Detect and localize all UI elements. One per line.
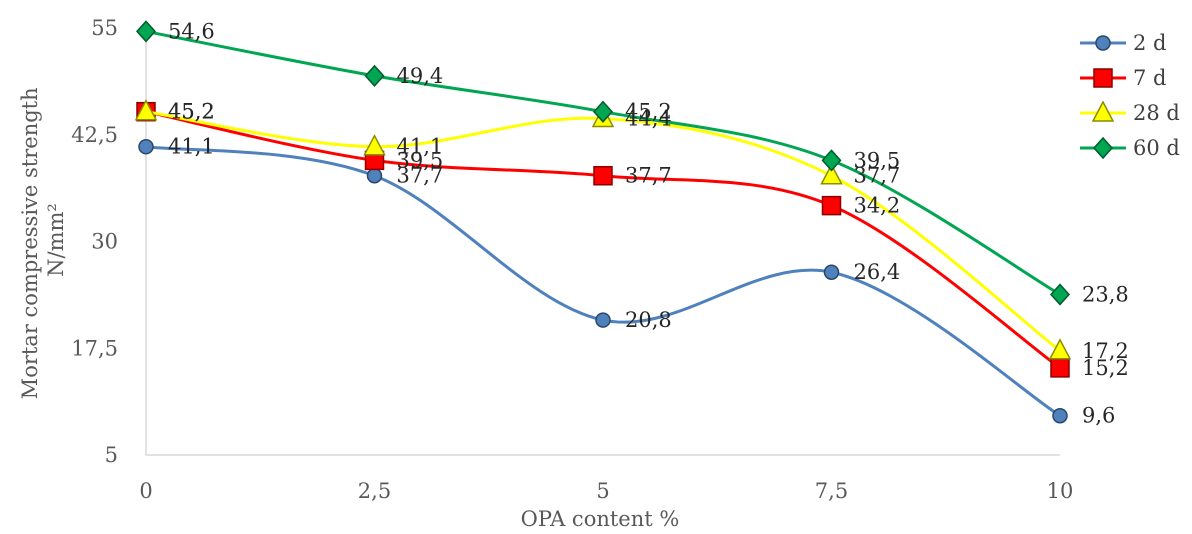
data-label: 37,7: [625, 164, 672, 188]
data-point-diamond: [1049, 283, 1071, 306]
y-axis-title: Mortar compressive strength N/mm²: [18, 81, 68, 400]
data-point-square: [1050, 358, 1070, 378]
y-tick-label: 5: [105, 443, 118, 467]
data-label: 54,6: [168, 19, 215, 43]
y-axis-title-line-1: Mortar compressive strength: [18, 87, 42, 399]
x-tick-label: 10: [1047, 479, 1074, 503]
legend-marker-square: [1093, 68, 1113, 88]
legend-label: 2 d: [1133, 31, 1166, 55]
data-label: 41,1: [168, 135, 215, 159]
legend: 2 d 7 d 28 d 60 d: [1080, 31, 1180, 160]
data-point-circle: [138, 138, 154, 155]
legend-marker-triangle: [1091, 100, 1115, 122]
data-point-triangle: [820, 163, 843, 185]
data-label: 39,5: [397, 148, 444, 172]
x-tick-labels: 0 2,5 5 7,5 10: [139, 479, 1073, 503]
data-point-circle: [823, 264, 840, 280]
legend-label: 60 d: [1133, 136, 1180, 160]
y-tick-label: 17,5: [71, 336, 118, 360]
data-point-triangle: [1048, 338, 1072, 360]
data-label: 17,2: [1082, 339, 1129, 363]
data-label: 34,2: [854, 194, 901, 218]
y-tick-label: 42,5: [71, 123, 118, 147]
data-label: 9,6: [1082, 404, 1115, 428]
data-label: 49,4: [397, 64, 444, 88]
series-60-d: [135, 20, 1071, 306]
data-label: 39,5: [854, 148, 901, 172]
series-line: [145, 29, 1061, 296]
y-tick-labels: 5 17,5 30 42,5 55: [71, 16, 118, 467]
data-label: 20,8: [625, 308, 672, 332]
legend-label: 28 d: [1133, 101, 1180, 125]
data-label: 45,2: [168, 100, 215, 124]
series-2-d: [138, 138, 1068, 424]
x-tick-label: 5: [596, 479, 609, 503]
data-point-square: [593, 165, 613, 186]
y-tick-label: 55: [91, 16, 118, 40]
data-point-diamond: [364, 64, 385, 87]
data-point-square: [821, 195, 842, 216]
legend-marker-circle: [1095, 35, 1111, 51]
data-point-triangle: [363, 134, 386, 156]
data-labels: 41,137,720,826,49,645,239,537,734,215,24…: [168, 19, 1129, 427]
data-label: 45,2: [625, 100, 672, 124]
data-label: 37,7: [397, 164, 444, 188]
legend-label: 7 d: [1133, 66, 1166, 90]
x-tick-label: 0: [139, 479, 152, 503]
x-tick-label: 7,5: [815, 479, 848, 503]
series: [134, 20, 1072, 424]
data-point-diamond: [592, 100, 614, 123]
legend-item: 28 d: [1080, 100, 1180, 125]
legend-item: 2 d: [1080, 31, 1166, 55]
data-label: 23,8: [1082, 282, 1129, 306]
series-7-d: [136, 101, 1070, 378]
series-line: [145, 145, 1061, 417]
data-point-triangle: [134, 99, 158, 121]
series-line: [145, 110, 1061, 370]
legend-marker-diamond: [1092, 136, 1114, 160]
y-axis-title-line-2: N/mm²: [44, 203, 68, 277]
y-tick-label: 30: [91, 230, 118, 254]
data-point-diamond: [821, 149, 842, 172]
data-label: 26,4: [854, 260, 901, 284]
legend-item: 7 d: [1080, 66, 1166, 90]
x-tick-label: 2,5: [358, 479, 391, 503]
data-label: 45,2: [168, 100, 215, 124]
data-label: 41,1: [397, 135, 444, 159]
data-label: 15,2: [1082, 356, 1129, 380]
axes: [145, 28, 1060, 456]
x-axis-title: OPA content %: [521, 507, 680, 531]
data-label: 37,7: [854, 164, 901, 188]
data-point-circle: [1052, 407, 1068, 424]
data-point-diamond: [135, 20, 157, 43]
data-label: 44,4: [625, 107, 672, 131]
data-point-circle: [366, 167, 383, 184]
legend-item: 60 d: [1080, 136, 1180, 160]
data-point-circle: [595, 312, 611, 328]
